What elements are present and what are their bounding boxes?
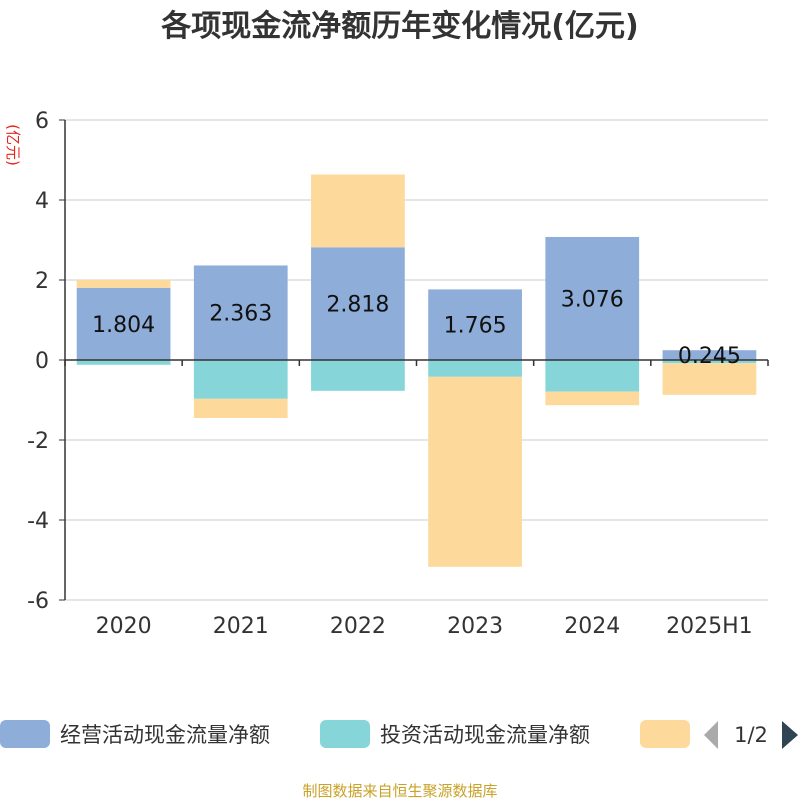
y-tick-label: -6 [27,589,49,614]
bar [193,360,288,399]
bar [428,360,522,377]
x-tick-label: 2023 [447,614,503,639]
legend: 经营活动现金流量净额 投资活动现金流量净额 1/2 [0,720,798,749]
bar [311,360,405,391]
bar [193,398,288,418]
legend-swatch [640,720,690,748]
y-tick-label: 0 [35,349,49,374]
legend-page-indicator: 1/2 [734,723,768,747]
x-tick-label: 2020 [96,614,152,639]
bar [545,236,640,360]
data-label: 0.245 [678,344,741,369]
legend-swatch [0,720,50,748]
bar [311,174,405,248]
data-label: 3.076 [561,287,624,312]
bars [76,174,757,567]
bar [76,360,171,365]
bar [545,360,640,392]
chart-title: 各项现金流净额历年变化情况(亿元) [160,9,638,44]
source-note: 制图数据来自恒生聚源数据库 [302,782,497,800]
bar [428,376,522,567]
bar [545,391,640,406]
data-label: 2.818 [326,293,389,318]
y-axis-unit: (亿元) [4,124,22,166]
y-tick-label: -2 [27,429,49,454]
legend-prev-page-icon[interactable] [704,721,718,749]
bar [662,363,757,395]
data-labels: 1.804 2.363 2.818 1.765 3.076 0.245 [92,287,741,369]
data-label: 1.765 [444,314,507,339]
legend-label: 投资活动现金流量净额 [380,723,590,747]
y-tick-label: 2 [35,269,49,294]
y-tick-label: 4 [35,189,49,214]
data-label: 2.363 [209,302,272,327]
bar [662,360,757,364]
bar [428,289,522,360]
legend-next-page-icon[interactable] [782,721,798,749]
bar [662,350,757,360]
data-label: 1.804 [92,313,155,338]
legend-label: 经营活动现金流量净额 [60,723,270,747]
y-tick-label: 6 [35,109,49,134]
legend-swatch [320,720,370,748]
bar [193,265,288,360]
x-tick-label: 2021 [213,614,269,639]
x-tick-label: 2024 [564,614,620,639]
bar [76,287,171,360]
bar [76,279,171,288]
x-tick-label: 2025H1 [666,614,753,639]
axes: -6 -4 -2 0 2 4 6 2020 2021 2022 2023 2024 2025H1 [27,109,769,639]
x-tick-label: 2022 [330,614,386,639]
y-tick-label: -4 [27,509,49,534]
bar [311,247,405,360]
